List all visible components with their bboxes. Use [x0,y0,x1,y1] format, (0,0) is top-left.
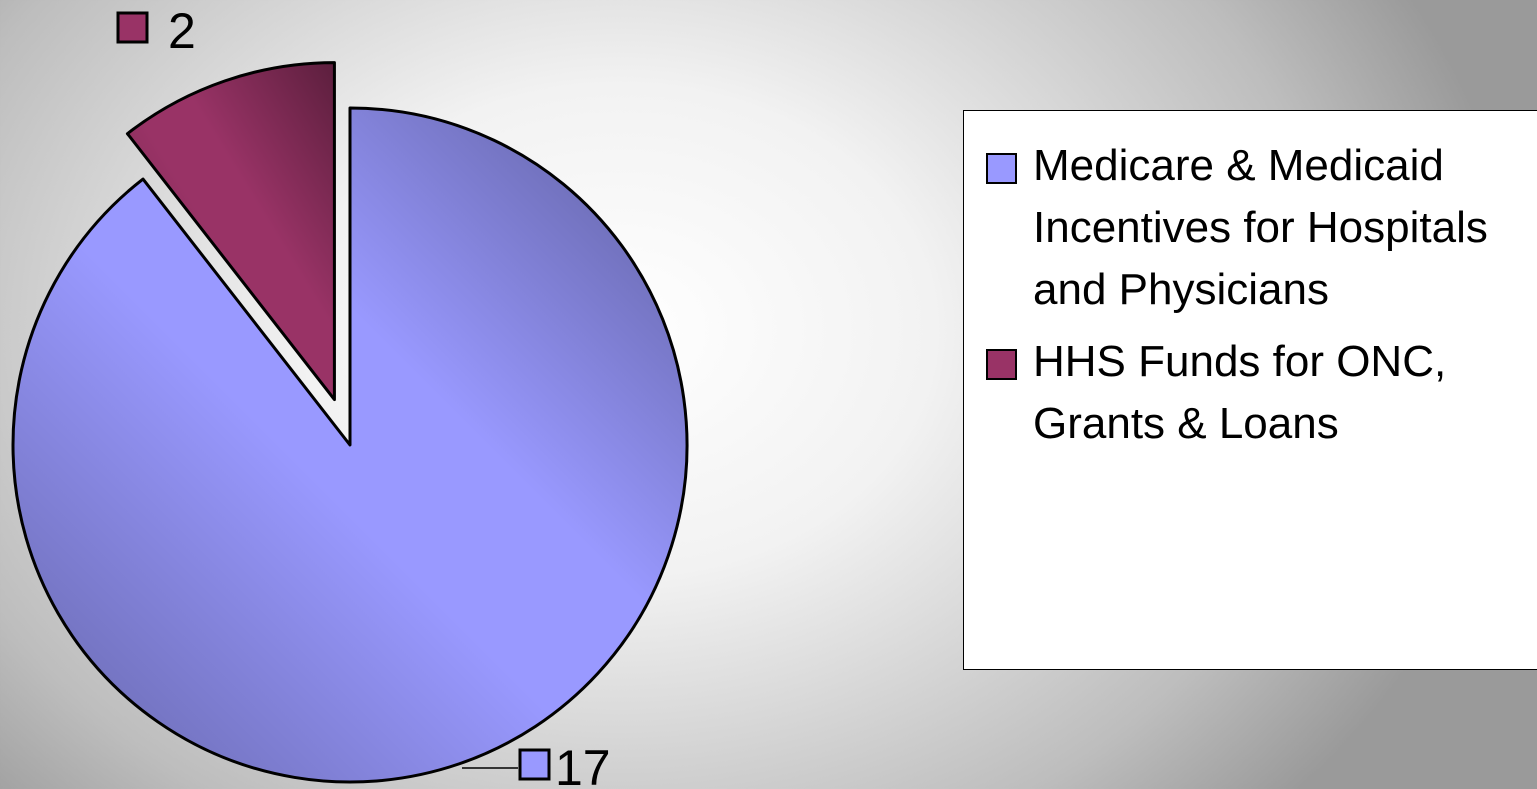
legend-swatch [986,153,1017,184]
legend: Medicare & Medicaid Incentives for Hospi… [963,110,1537,670]
legend-item: HHS Funds for ONC, Grants & Loans [986,331,1537,455]
legend-item: Medicare & Medicaid Incentives for Hospi… [986,135,1537,321]
label-swatch [116,11,149,44]
legend-swatch [986,349,1017,380]
data-label: 2 [168,3,196,59]
legend-label: HHS Funds for ONC, Grants & Loans [1033,337,1447,448]
label-swatch [518,748,551,781]
slice-shade [11,106,689,784]
legend-label: Medicare & Medicaid Incentives for Hospi… [1033,141,1488,314]
slice-shade [125,61,336,402]
data-label: 17 [555,740,611,789]
